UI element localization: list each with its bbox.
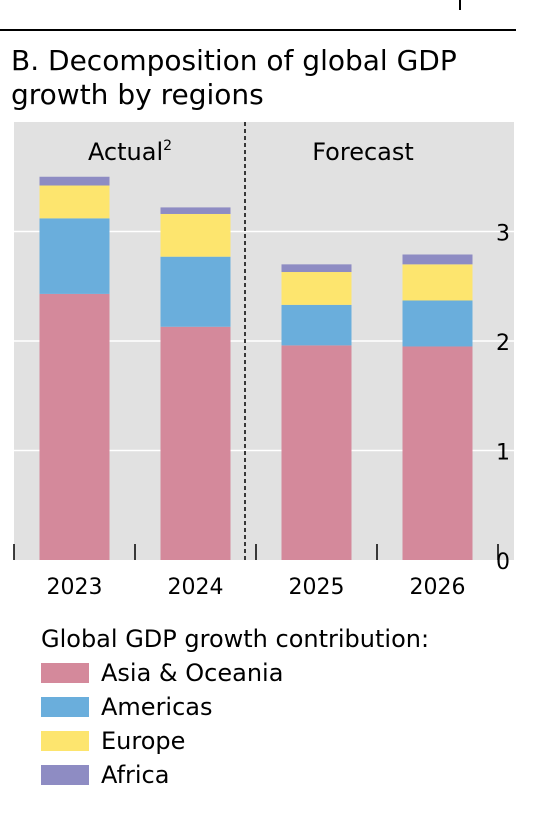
legend-title: Global GDP growth contribution: [41, 625, 430, 653]
bar-2026-americas [402, 300, 473, 347]
bar-2025-europe [281, 272, 352, 305]
bar-2024-asia-oceania [160, 326, 231, 560]
y-tick-label-2: 2 [496, 331, 510, 356]
bar-2026-asia-oceania [402, 346, 473, 560]
legend-swatch-americas [41, 697, 89, 717]
bar-2024-americas [160, 256, 231, 327]
y-tick-label-3: 3 [496, 222, 510, 247]
bar-2023-africa [39, 176, 110, 186]
legend-item-americas: Americas [41, 690, 429, 724]
bar-2023-americas [39, 218, 110, 294]
legend-label-africa: Africa [101, 761, 170, 789]
bar-2025-asia-oceania [281, 345, 352, 560]
legend-item-asia-oceania: Asia & Oceania [41, 656, 429, 690]
section-label-forecast: Forecast [312, 138, 414, 166]
bar-2024-africa [160, 207, 231, 214]
legend-label-americas: Americas [101, 693, 213, 721]
legend-item-africa: Africa [41, 758, 429, 792]
legend-swatch-asia-oceania [41, 663, 89, 683]
bar-2025-africa [281, 264, 352, 273]
legend-label-europe: Europe [101, 727, 186, 755]
legend-label-asia-oceania: Asia & Oceania [101, 659, 284, 687]
top-rule [0, 29, 516, 31]
bar-2024-europe [160, 213, 231, 257]
bar-2026-europe [402, 264, 473, 301]
x-tick-label-2023: 2023 [47, 575, 103, 600]
section-label-actual-text: Actual [88, 138, 163, 166]
section-label-actual: Actual2 [88, 138, 172, 166]
x-tick-label-2024: 2024 [168, 575, 224, 600]
y-tick-label-1: 1 [496, 441, 510, 466]
bar-2023-europe [39, 185, 110, 219]
bar-2023-asia-oceania [39, 293, 110, 560]
chart-title: B. Decomposition of global GDP growth by… [11, 44, 457, 111]
legend-swatch-africa [41, 765, 89, 785]
bar-2025-americas [281, 304, 352, 346]
legend: Global GDP growth contribution: Asia & O… [41, 622, 429, 792]
x-tick-label-2025: 2025 [289, 575, 345, 600]
top-tick-mark [459, 0, 461, 10]
section-label-actual-superscript: 2 [163, 138, 172, 154]
bar-2026-africa [402, 254, 473, 265]
legend-item-europe: Europe [41, 724, 429, 758]
y-tick-label-0: 0 [496, 550, 510, 575]
x-tick-label-2026: 2026 [410, 575, 466, 600]
legend-swatch-europe [41, 731, 89, 751]
